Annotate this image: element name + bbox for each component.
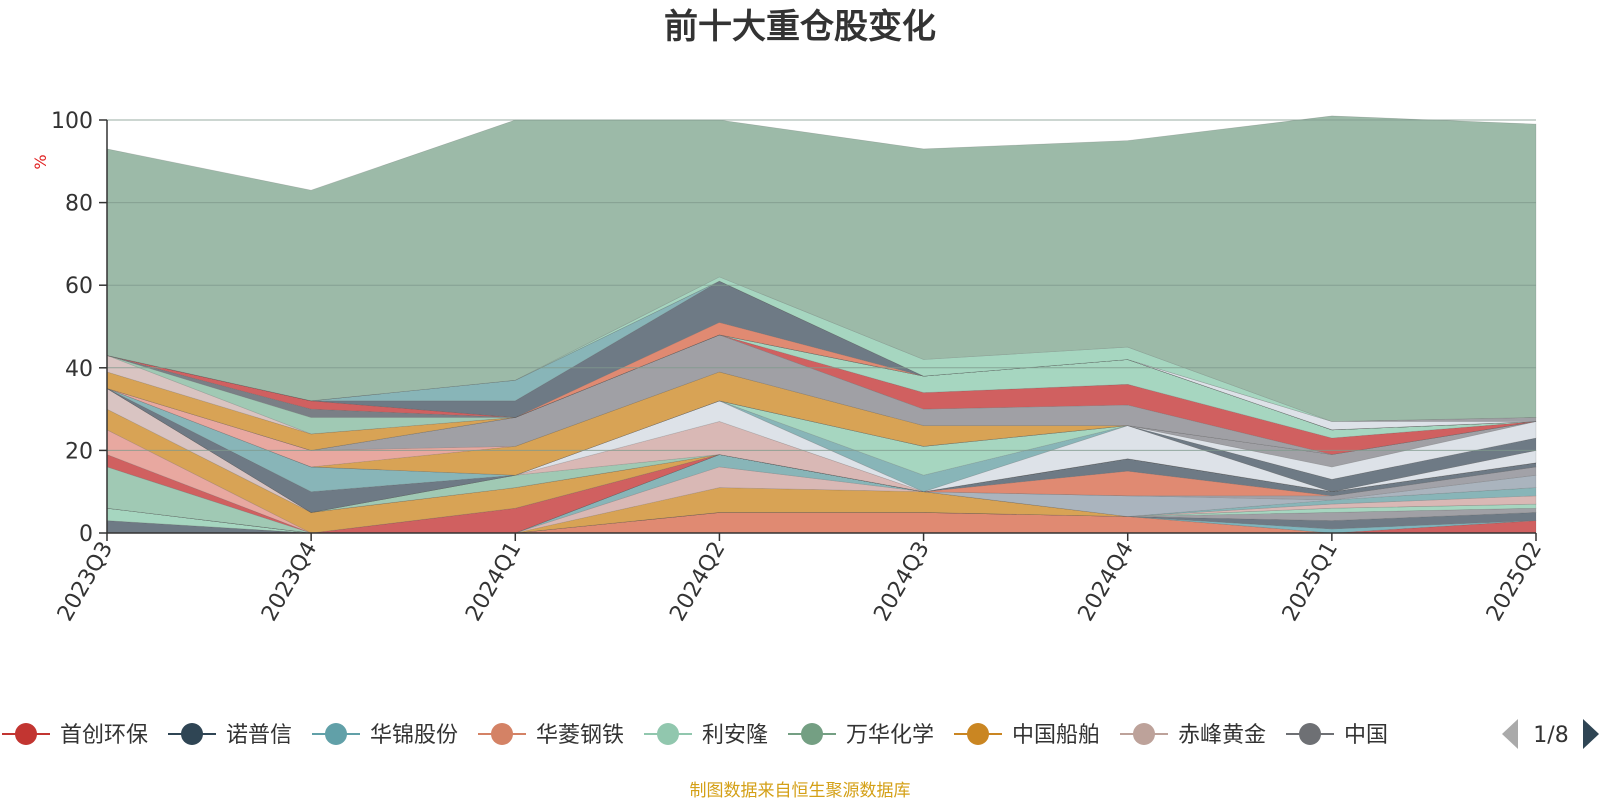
legend-marker-dot [15, 723, 37, 745]
legend-item[interactable]: 万华化学 [788, 723, 934, 748]
y-axis-label: % [31, 154, 50, 169]
y-tick-label: 80 [65, 192, 93, 217]
legend-marker-dot [1299, 723, 1321, 745]
legend-label: 利安隆 [702, 723, 768, 748]
legend-next-page-icon[interactable] [1583, 719, 1599, 749]
legend: 首创环保 诺普信 华锦股份 华菱钢铁 利安隆 万华化学 中国船舶 赤峰黄金 中国 [2, 723, 1388, 748]
x-tick-label: 2024Q1 [461, 538, 526, 626]
legend-label: 华锦股份 [370, 723, 458, 748]
legend-marker-dot [967, 723, 989, 745]
x-tick-label: 2024Q2 [665, 538, 730, 626]
legend-marker-dot [325, 723, 347, 745]
legend-item[interactable]: 赤峰黄金 [1120, 723, 1266, 748]
y-tick-label: 60 [65, 274, 93, 299]
legend-item[interactable]: 首创环保 [2, 723, 148, 748]
legend-item[interactable]: 诺普信 [168, 723, 292, 748]
legend-pager: 1/8 [1502, 719, 1599, 749]
legend-label: 华菱钢铁 [536, 723, 624, 748]
source-note: 制图数据来自恒生聚源数据库 [690, 781, 911, 800]
legend-item[interactable]: 华锦股份 [312, 723, 458, 748]
area-layers [106, 115, 1537, 534]
x-tick-label: 2023Q4 [257, 538, 322, 626]
x-tick-label: 2025Q1 [1278, 538, 1343, 626]
legend-prev-page-icon[interactable] [1502, 719, 1518, 749]
legend-item[interactable]: 华菱钢铁 [478, 723, 624, 748]
x-tick-label: 2024Q3 [869, 538, 934, 626]
legend-page-indicator: 1/8 [1533, 723, 1568, 748]
x-tick-label: 2024Q4 [1074, 538, 1139, 626]
legend-label: 中国船舶 [1012, 723, 1100, 748]
legend-item[interactable]: 中国 [1286, 723, 1388, 748]
legend-marker-dot [491, 723, 513, 745]
legend-label: 诺普信 [226, 723, 292, 748]
legend-label: 首创环保 [60, 723, 148, 748]
x-tick-label: 2023Q3 [53, 538, 118, 626]
legend-item[interactable]: 利安隆 [644, 723, 768, 748]
y-tick-label: 40 [65, 357, 93, 382]
legend-item[interactable]: 中国船舶 [954, 723, 1100, 748]
grid-lines [107, 119, 1536, 451]
legend-marker-dot [181, 723, 203, 745]
x-tick-label: 2025Q2 [1482, 538, 1547, 626]
y-tick-label: 20 [65, 439, 93, 464]
legend-marker-dot [657, 723, 679, 745]
y-tick-label: 100 [51, 109, 93, 134]
chart-title: 前十大重仓股变化 [664, 7, 936, 47]
legend-marker-dot [1133, 723, 1155, 745]
legend-marker-dot [801, 723, 823, 745]
y-tick-label: 0 [79, 522, 93, 547]
legend-label: 赤峰黄金 [1178, 723, 1266, 748]
area-series-7 [106, 466, 1537, 534]
legend-label: 万华化学 [846, 723, 934, 748]
legend-label: 中国 [1344, 723, 1388, 748]
